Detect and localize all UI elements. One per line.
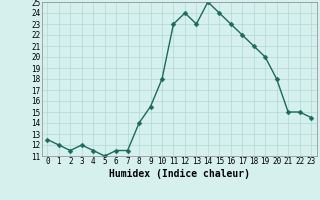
X-axis label: Humidex (Indice chaleur): Humidex (Indice chaleur) [109, 169, 250, 179]
